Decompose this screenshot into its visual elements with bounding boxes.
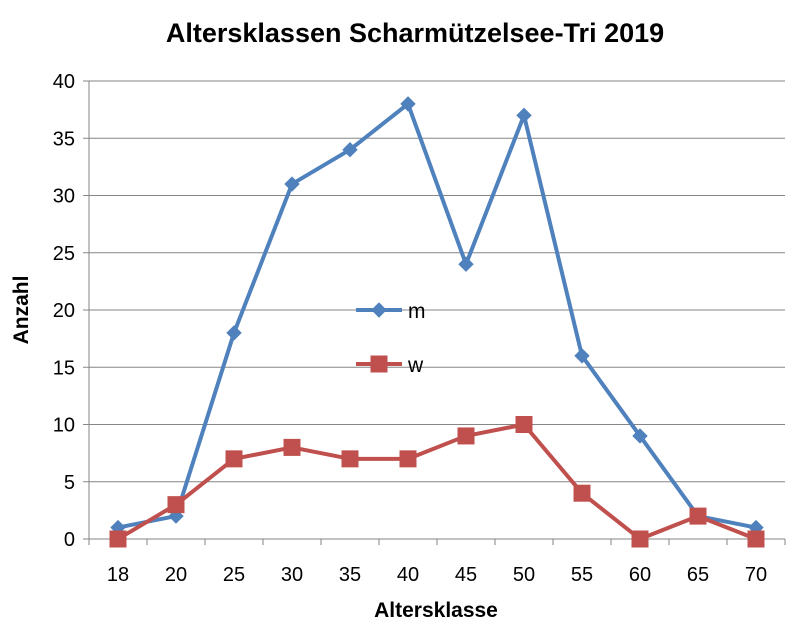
y-axis-title: Anzahl xyxy=(10,276,33,345)
legend-marker-m xyxy=(371,302,387,318)
data-point-w xyxy=(631,530,649,548)
legend-label-w: w xyxy=(407,354,424,377)
data-point-w xyxy=(109,530,127,548)
x-tick-label: 60 xyxy=(629,564,651,586)
data-point-m xyxy=(400,96,416,112)
data-point-w xyxy=(747,530,765,548)
data-point-w xyxy=(515,416,533,433)
y-tick-label: 15 xyxy=(53,357,75,379)
series-w xyxy=(109,416,765,548)
y-tick-label: 5 xyxy=(64,472,75,494)
y-tick-label: 30 xyxy=(53,186,75,208)
x-tick-label: 50 xyxy=(513,564,535,586)
data-series xyxy=(109,96,765,548)
gridlines xyxy=(89,80,785,483)
x-tick-label: 18 xyxy=(107,564,129,586)
legend-marker-w xyxy=(370,355,388,373)
data-point-m xyxy=(516,107,532,124)
x-tick-label: 40 xyxy=(397,564,419,586)
data-point-w xyxy=(341,450,359,468)
data-point-m xyxy=(226,325,242,341)
x-tick-label: 30 xyxy=(281,564,303,586)
series-line-m xyxy=(117,101,757,530)
data-point-w xyxy=(167,496,185,514)
data-point-m xyxy=(168,508,184,524)
y-tick-label: 35 xyxy=(53,128,75,150)
legend-label-m: m xyxy=(408,300,426,323)
y-tick-label: 20 xyxy=(53,300,75,322)
x-tick-label: 65 xyxy=(687,564,709,586)
x-tick-label: 55 xyxy=(571,564,593,586)
series-line-w xyxy=(116,422,757,541)
axis-ticks: 0 5 10 15 20 25 30 35 40 18 20 25 30 35 40 45 50 55 60 65 70 xyxy=(53,71,786,586)
data-point-w xyxy=(457,427,475,445)
chart-title: Altersklassen Scharmützelsee-Tri 2019 xyxy=(166,18,664,48)
data-point-m xyxy=(574,348,590,364)
legend: mw xyxy=(356,300,426,377)
y-tick-label: 10 xyxy=(53,415,75,437)
x-tick-label: 20 xyxy=(165,564,187,586)
y-tick-label: 0 xyxy=(64,529,75,551)
data-point-w xyxy=(689,507,707,525)
y-tick-label: 40 xyxy=(53,71,75,93)
x-axis-title: Altersklasse xyxy=(374,599,498,622)
data-point-w xyxy=(225,450,243,468)
data-point-m xyxy=(342,141,358,158)
x-tick-label: 25 xyxy=(223,564,245,586)
data-point-w xyxy=(573,484,591,502)
x-tick-label: 35 xyxy=(339,564,361,586)
x-tick-label: 70 xyxy=(745,564,767,586)
data-point-m xyxy=(284,176,300,192)
data-point-w xyxy=(399,450,417,468)
data-point-m xyxy=(632,428,648,444)
data-point-w xyxy=(283,438,301,456)
y-tick-label: 25 xyxy=(53,243,75,265)
data-point-m xyxy=(458,256,474,272)
series-m xyxy=(110,96,764,536)
x-tick-label: 45 xyxy=(455,564,477,586)
